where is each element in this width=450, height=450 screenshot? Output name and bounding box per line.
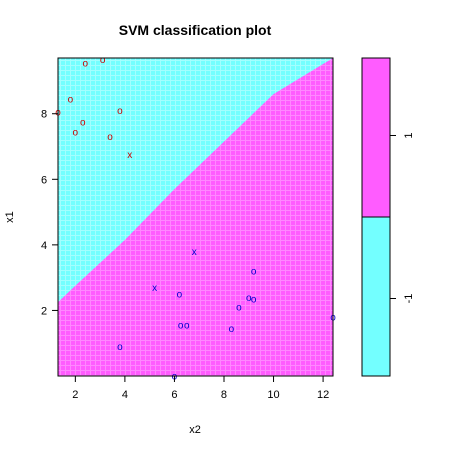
x-tick-label-8: 8 <box>221 389 227 401</box>
data-point-red-6: o <box>73 127 79 138</box>
y-tick-label-2: 2 <box>41 305 47 317</box>
colorbar-label-0: -1 <box>403 294 415 304</box>
data-point-red-2: o <box>100 55 106 66</box>
x-tick-label-4: 4 <box>122 389 128 401</box>
colorbar-legend: -1 1 <box>361 57 415 377</box>
data-point-blue-10: o <box>229 324 235 335</box>
x-tick-label-12: 12 <box>317 389 329 401</box>
data-point-red-1: o <box>83 58 89 69</box>
y-tick-label-6: 6 <box>41 174 47 186</box>
data-point-red-4: o <box>117 106 123 117</box>
y-tick-label-8: 8 <box>41 109 47 121</box>
data-point-red-3: o <box>68 95 74 106</box>
data-point-blue-1: x <box>152 283 157 294</box>
data-point-red-7: o <box>107 132 113 143</box>
colorbar-segment-neg1 <box>361 216 391 377</box>
data-point-blue-11: o <box>117 342 123 353</box>
data-point-blue-0: x <box>192 247 197 258</box>
x-tick-label-6: 6 <box>171 389 177 401</box>
data-point-blue-5: o <box>251 295 257 306</box>
class-1-region <box>58 58 333 376</box>
chart-title: SVM classification plot <box>119 22 272 38</box>
data-point-red-5: o <box>80 117 86 128</box>
data-point-red-8: x <box>127 150 132 161</box>
data-point-blue-4: o <box>246 293 252 304</box>
data-point-blue-9: o <box>184 321 190 332</box>
colorbar-label-1: 1 <box>403 132 415 138</box>
x-axis: 2 4 6 8 10 12 <box>72 375 329 401</box>
plot-area <box>58 58 333 376</box>
x-tick-label-2: 2 <box>72 389 78 401</box>
data-point-blue-8: o <box>178 321 184 332</box>
x-axis-label: x2 <box>189 424 201 436</box>
data-point-blue-2: o <box>251 267 257 278</box>
y-axis: 2 4 6 8 <box>41 109 59 317</box>
data-point-blue-3: o <box>177 290 183 301</box>
data-point-blue-6: o <box>236 303 242 314</box>
colorbar-segment-1 <box>361 57 391 218</box>
x-tick-label-10: 10 <box>267 389 279 401</box>
y-tick-label-4: 4 <box>41 240 47 252</box>
y-axis-label: x1 <box>4 211 16 223</box>
